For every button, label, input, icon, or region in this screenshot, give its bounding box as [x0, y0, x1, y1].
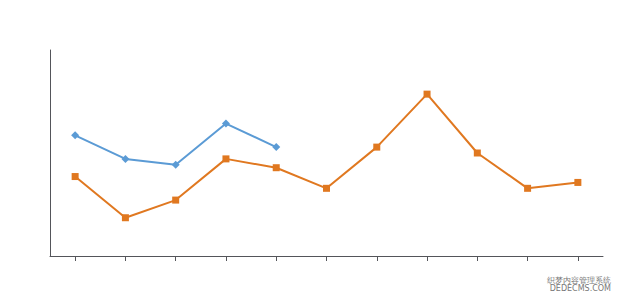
svg-text:织梦内容管理系统: 织梦内容管理系统	[547, 275, 611, 285]
svg-text:DEDECMS.COM: DEDECMS.COM	[550, 284, 611, 293]
